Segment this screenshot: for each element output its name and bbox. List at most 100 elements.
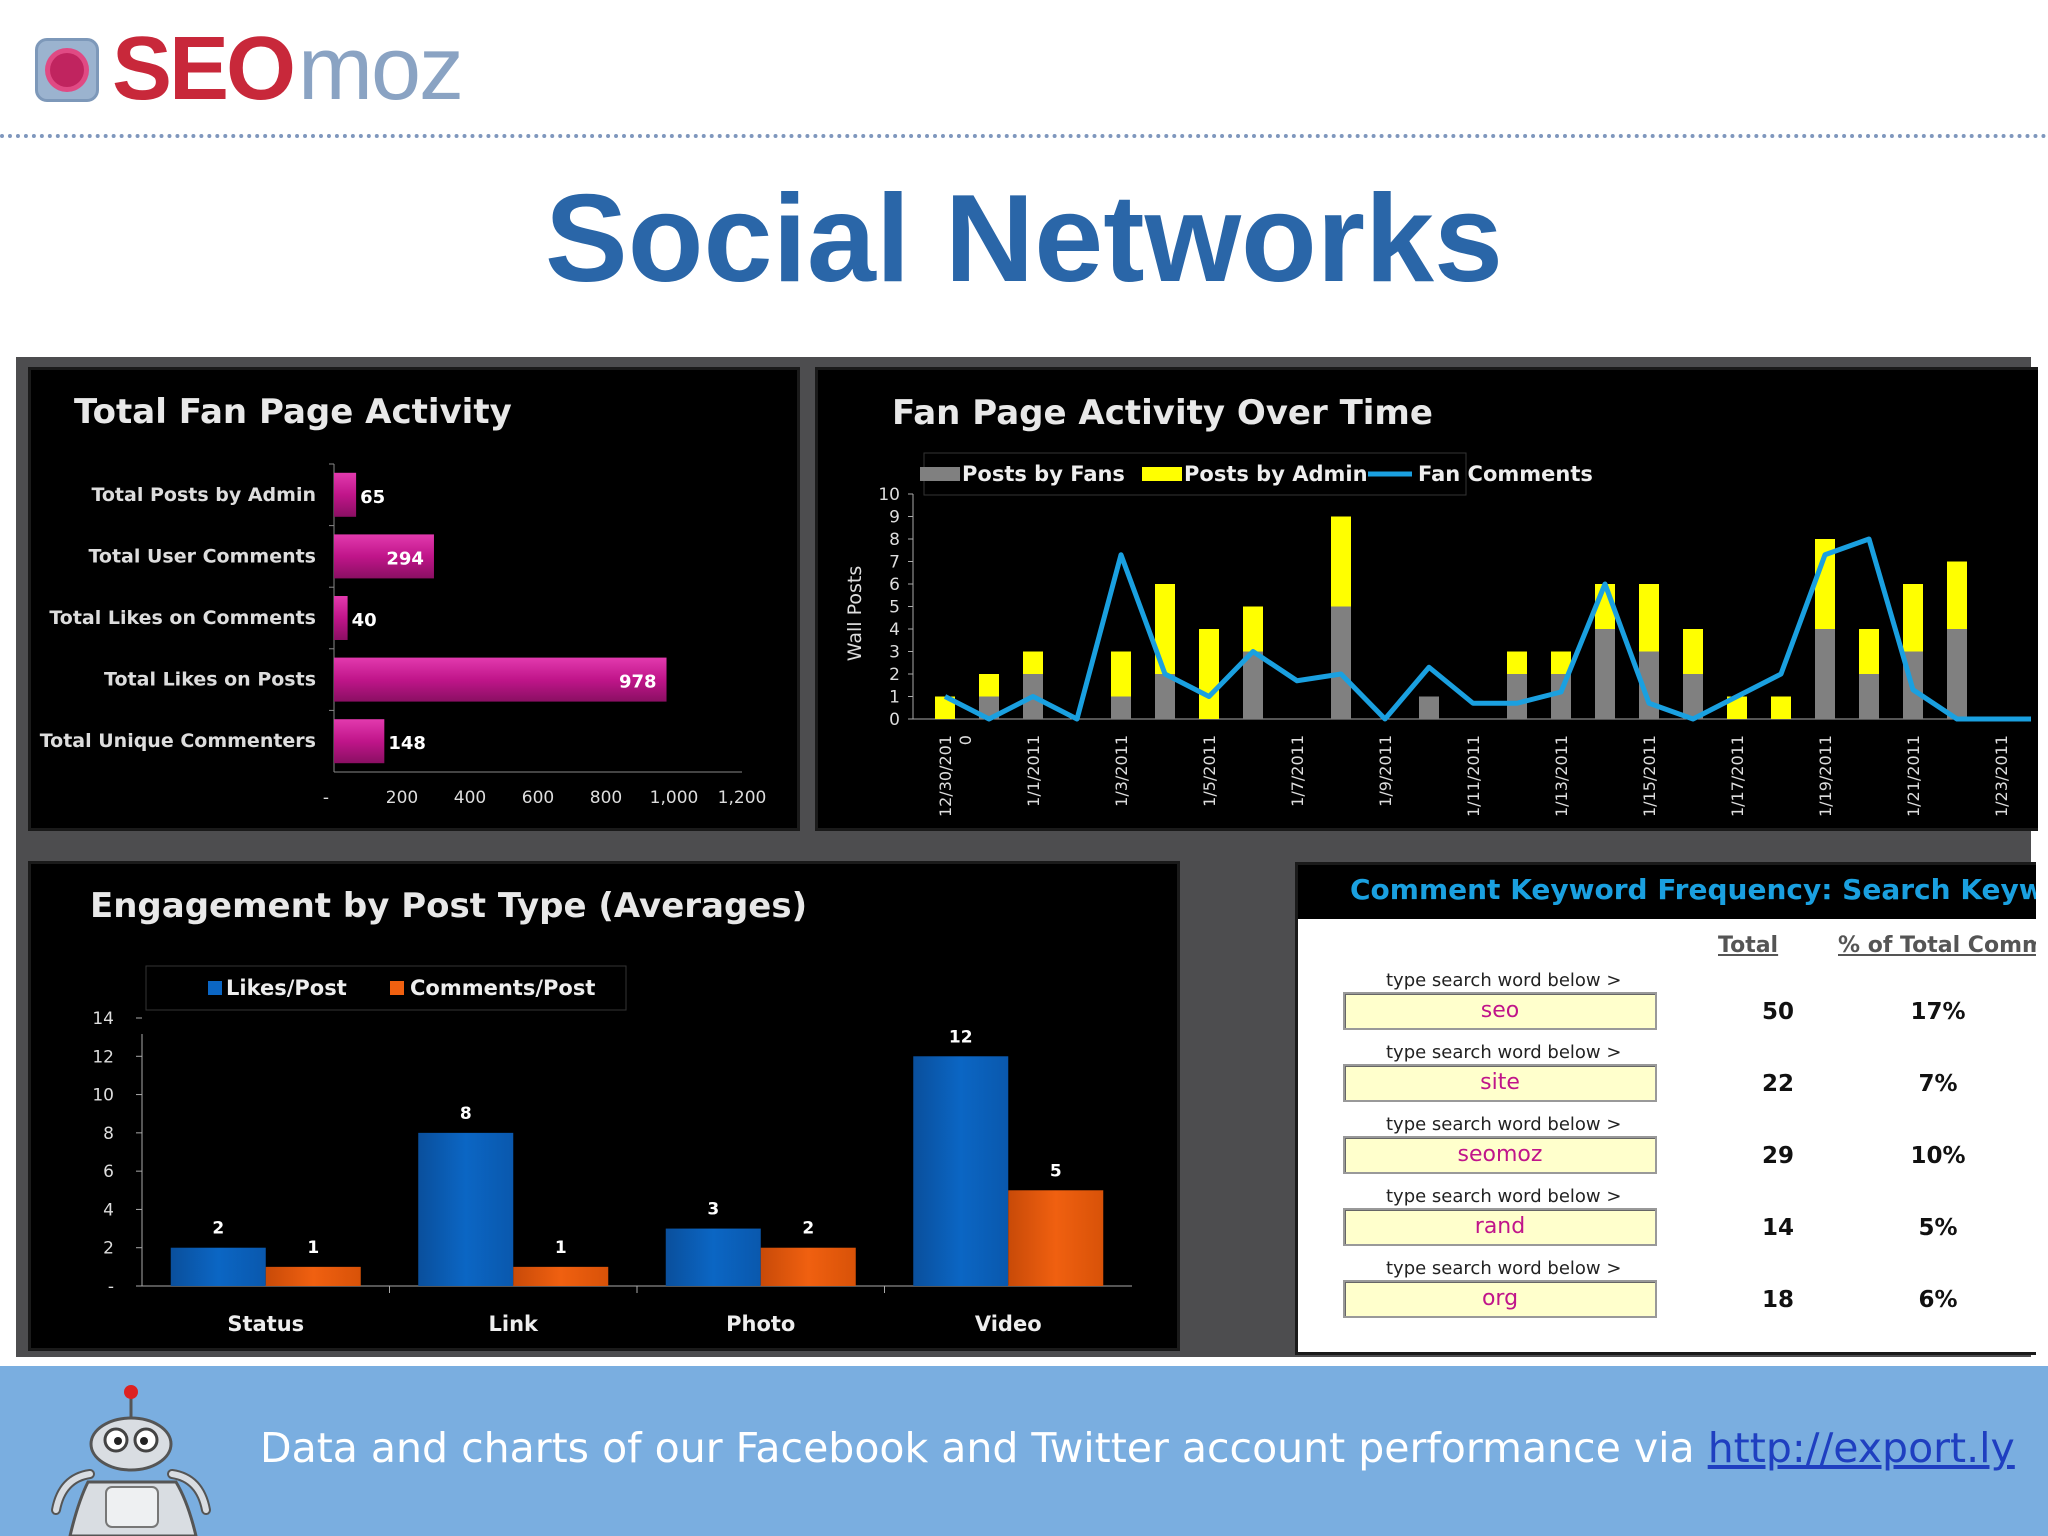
chart3-legend-swatch (208, 981, 222, 995)
chart1-category-label: Total Unique Commenters (40, 730, 316, 752)
chart2-x-tick-label: 1/21/2011 (1904, 735, 1923, 817)
chart2-x-tick-label: 1/19/2011 (1816, 735, 1835, 817)
engagement-by-post-type-chart: Likes/Post Comments/Post-246810121421Stat… (92, 965, 1132, 1336)
chart3-data-label: 3 (707, 1200, 719, 1220)
chart2-x-tick-label: 1/9/2011 (1376, 735, 1395, 807)
panel1-title: Total Fan Page Activity (74, 392, 512, 432)
chart1-x-tick-label: 1,000 (650, 788, 699, 808)
chart2-legend-swatch (1142, 467, 1182, 481)
chart2-bar-admin (1023, 651, 1043, 674)
chart3-data-label: 12 (949, 1027, 973, 1047)
keyword-pct: 7% (1918, 1071, 1958, 1097)
keyword-input[interactable]: org (1343, 1280, 1657, 1318)
chart2-y-tick-label: 10 (878, 485, 900, 505)
chart2-bar-admin (1331, 516, 1351, 607)
chart1-x-tick-label: 800 (590, 788, 622, 808)
chart2-bar-fans (1155, 674, 1175, 719)
chart2-x-tick-label: 1/15/2011 (1640, 735, 1659, 817)
chart1-category-label: Total Posts by Admin (91, 484, 316, 506)
chart3-legend-swatch (390, 981, 404, 995)
chart1-x-tick-label: 1,200 (718, 788, 767, 808)
chart2-bar-admin (1859, 629, 1879, 674)
chart3-bar-likes (913, 1056, 1009, 1286)
chart1-bar (334, 719, 385, 764)
chart1-x-tick-label: 600 (522, 788, 554, 808)
keyword-total: 14 (1761, 1215, 1794, 1241)
chart2-bar-admin (979, 674, 999, 697)
column-header-pct: % of Total Commer (1838, 933, 2036, 958)
chart2-bar-admin (1111, 651, 1131, 697)
chart2-y-tick-label: 1 (889, 688, 900, 708)
slide-title: Social Networks (545, 170, 1503, 308)
chart2-bar-admin (1551, 651, 1571, 674)
chart2-bar-fans (1419, 696, 1439, 719)
chart2-plot-area (914, 508, 2031, 719)
chart2-y-tick-label: 7 (889, 553, 900, 573)
keyword-pct: 17% (1910, 999, 1966, 1025)
chart1-data-label: 148 (388, 733, 426, 754)
chart2-x-tick-label: 1/17/2011 (1728, 735, 1747, 817)
chart3-y-tick-label: 8 (103, 1124, 114, 1144)
chart3-legend-label: Comments/Post (410, 976, 595, 1000)
chart3-y-tick-label: 10 (92, 1086, 114, 1106)
chart2-y-tick-label: 4 (889, 620, 900, 640)
chart2-bar-fans (1639, 651, 1659, 719)
keyword-input[interactable]: rand (1343, 1208, 1657, 1246)
keyword-total: 29 (1761, 1143, 1794, 1169)
chart2-bar-admin (1243, 606, 1263, 652)
chart3-bar-comments (1008, 1190, 1104, 1286)
chart2-x-tick-label: 1/7/2011 (1288, 735, 1307, 807)
chart1-data-label: 65 (360, 487, 385, 508)
seomoz-logo[interactable]: SEO moz (30, 19, 500, 119)
chart3-y-tick-label: 14 (92, 1009, 114, 1029)
header-divider (0, 134, 2048, 138)
chart3-bar-likes (170, 1247, 266, 1286)
keyword-hint: type search word below > (1386, 1186, 1622, 1207)
keyword-input[interactable]: site (1343, 1064, 1657, 1102)
chart1-bar (334, 534, 434, 579)
chart3-bar-comments (513, 1266, 609, 1286)
chart2-y-tick-label: 3 (889, 643, 900, 663)
chart2-y-tick-label: 9 (889, 508, 900, 528)
chart2-x-tick-label: 1/23/2011 (1992, 735, 2011, 817)
panel3-title: Engagement by Post Type (Averages) (90, 886, 808, 926)
footer-caption-text: Data and charts of our Facebook and Twit… (260, 1424, 1708, 1472)
chart2-y-tick-label: 2 (889, 665, 900, 685)
chart3-data-label: 2 (212, 1219, 224, 1239)
chart1-data-label: 294 (386, 548, 424, 569)
keyword-hint: type search word below > (1386, 1258, 1622, 1279)
chart2-y-tick-label: 5 (889, 598, 900, 618)
chart2-bar-fans (1859, 674, 1879, 719)
chart2-bar-admin (1727, 696, 1747, 719)
panel2-title: Fan Page Activity Over Time (892, 393, 1433, 433)
fan-page-activity-over-time-chart: Posts by Fans Posts by Admin Fan Comments 0… (844, 452, 2031, 817)
chart2-bar-fans (1331, 606, 1351, 719)
chart3-bar-likes (418, 1132, 514, 1286)
chart2-y-tick-label: 6 (889, 575, 900, 595)
export-ly-link[interactable]: http://export.ly (1707, 1424, 2015, 1472)
total-fan-page-activity-chart: Total Posts by Admin 65 Total User Comment… (40, 463, 767, 808)
chart3-category-label: Photo (726, 1312, 795, 1336)
keyword-input[interactable]: seomoz (1343, 1136, 1657, 1174)
chart3-data-label: 8 (460, 1104, 472, 1124)
chart2-legend-label: Posts by Fans (962, 462, 1125, 486)
chart2-bar-admin (1199, 629, 1219, 719)
chart2-bar-admin (1903, 584, 1923, 652)
chart1-plot-area (334, 464, 742, 772)
chart3-data-label: 5 (1050, 1161, 1062, 1181)
footer-bar (0, 1366, 2048, 1536)
keyword-pct: 10% (1910, 1143, 1966, 1169)
chart3-data-label: 1 (555, 1238, 567, 1258)
chart2-bar-fans (1111, 696, 1131, 719)
chart3-bar-comments (265, 1266, 361, 1286)
keyword-input[interactable]: seo (1343, 992, 1657, 1030)
column-header-total: Total (1718, 933, 1779, 958)
chart1-category-label: Total Likes on Posts (104, 669, 316, 691)
chart1-x-tick-label: - (323, 788, 329, 808)
chart3-y-tick-label: 4 (103, 1200, 114, 1220)
logo-seo-text: SEO (112, 19, 296, 119)
chart2-bar-fans (979, 696, 999, 719)
chart2-bar-admin (935, 696, 955, 719)
chart3-category-label: Link (489, 1312, 540, 1336)
chart2-bar-admin (1683, 629, 1703, 674)
